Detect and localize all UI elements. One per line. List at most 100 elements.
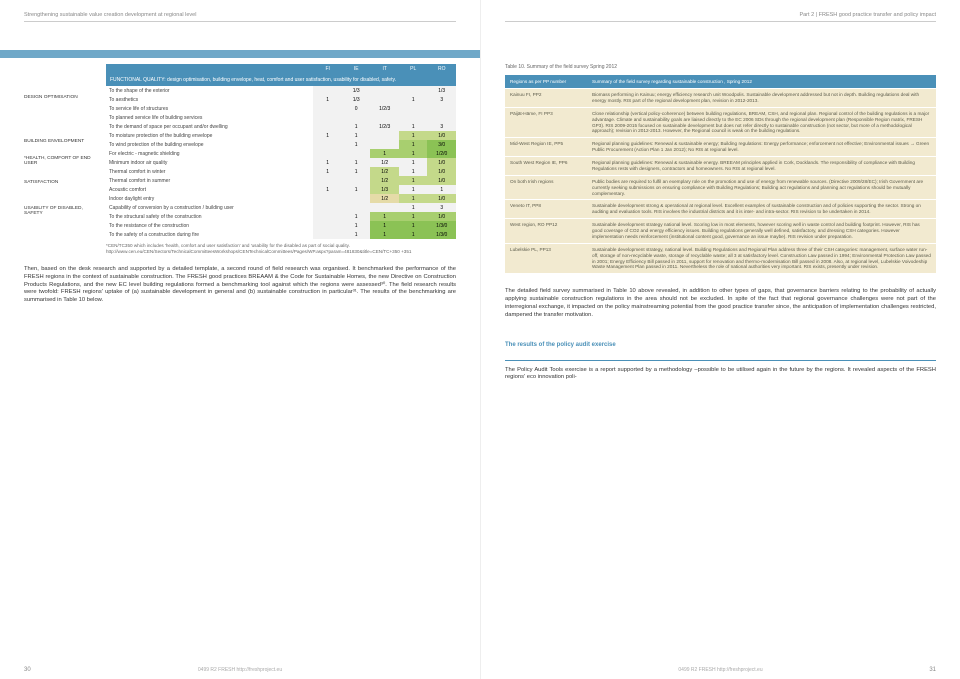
matrix-cell: 1 <box>399 194 428 203</box>
matrix-cell: 1 <box>342 221 371 230</box>
row-label: Thermal comfort in winter <box>106 167 313 176</box>
matrix-cell <box>342 194 371 203</box>
running-head-left: Strengthening sustainable value creation… <box>24 12 456 22</box>
matrix-row: To the shape of the exterior1/31/3 <box>106 86 456 95</box>
matrix-row: To the safety of a construction during f… <box>106 230 456 239</box>
matrix-cell: 1 <box>342 185 371 194</box>
row-label: Thermal comfort in summer <box>106 176 313 185</box>
matrix-cell: 3 <box>427 122 456 131</box>
t10-row: South West Region IE, PP6Regional planni… <box>505 157 936 175</box>
matrix-cell: 1/0 <box>427 212 456 221</box>
matrix-cell: 1 <box>342 158 371 167</box>
matrix-cell: 1/0 <box>427 158 456 167</box>
t10-summary: Close relationship (vertical policy-cohe… <box>587 108 936 138</box>
matrix-cell <box>313 194 342 203</box>
t10-row: On both Irish regionsPublic bodies are r… <box>505 176 936 200</box>
matrix-row: Minimum indoor air quality111/211/0 <box>106 158 456 167</box>
t10-summary: Sustainable development strong & operati… <box>587 200 936 218</box>
section-rule <box>505 360 936 361</box>
matrix-row: To the resistance of the construction111… <box>106 221 456 230</box>
matrix-cell <box>313 203 342 212</box>
row-label: To the demand of space per occupant and/… <box>106 122 313 131</box>
t10-h2: Summary of the field survey regarding su… <box>587 75 936 88</box>
matrix-cell: 1 <box>342 122 371 131</box>
matrix-row: Acoustic comfort111/311 <box>106 185 456 194</box>
t10-summary: Biomass performing in Kainuu; energy eff… <box>587 89 936 107</box>
row-label: Minimum indoor air quality <box>106 158 313 167</box>
footer-right: 0499 R2 FRESH http://freshproject.eu <box>481 667 960 673</box>
matrix-cell: 1/2 <box>370 167 399 176</box>
matrix-cell <box>313 140 342 149</box>
t10-summary: Regional planning guidelines: Renewal & … <box>587 138 936 156</box>
col-ie: IE <box>342 64 371 74</box>
matrix-cell <box>313 221 342 230</box>
matrix-cell <box>313 86 342 95</box>
t10-region: Kainuu FI, PP2 <box>505 89 587 107</box>
matrix-cell: 1 <box>342 212 371 221</box>
matrix-cell: 1 <box>370 212 399 221</box>
matrix-cell <box>313 122 342 131</box>
row-label: Capability of conversion by a constructi… <box>106 203 313 212</box>
running-right-text: Part 2 | FRESH good practice transfer an… <box>799 12 936 18</box>
col-fi: FI <box>313 64 342 74</box>
matrix-cell: 1/0 <box>427 167 456 176</box>
matrix-row: To service life of structures01/2/3 <box>106 104 456 113</box>
matrix-cell: 1 <box>370 221 399 230</box>
matrix-cell: 1 <box>399 221 428 230</box>
t10-row: Kainuu FI, PP2Biomass performing in Kain… <box>505 89 936 107</box>
matrix-cell <box>313 176 342 185</box>
row-label: To the safety of a construction during f… <box>106 230 313 239</box>
t10-summary: Public bodies are required to fulfil an … <box>587 176 936 200</box>
t10-region: Veneto IT, PP8 <box>505 200 587 218</box>
matrix-cell: 3 <box>427 95 456 104</box>
matrix-cell <box>313 113 342 122</box>
matrix-cell: 1/2/0 <box>427 149 456 158</box>
matrix-cell: 1 <box>399 203 428 212</box>
cat-usability: USABILITY OF DISABLED, SAFETY <box>24 203 94 227</box>
matrix-cell: 1 <box>370 149 399 158</box>
matrix-cell <box>313 149 342 158</box>
matrix-cell: 1 <box>399 158 428 167</box>
matrix-cell: 1 <box>370 230 399 239</box>
cat-satisfaction: SATISFACTION <box>24 177 94 203</box>
matrix-cell: 1/2 <box>370 194 399 203</box>
t10-row: Veneto IT, PP8Sustainable development st… <box>505 200 936 218</box>
matrix-cell: 1/3/0 <box>427 230 456 239</box>
matrix-cell <box>427 113 456 122</box>
t10-region: Lubelskie PL, PP13 <box>505 244 587 274</box>
matrix-cell: 1 <box>399 212 428 221</box>
matrix-row: To wind protection of the building envel… <box>106 140 456 149</box>
functional-quality-bar: FUNCTIONAL QUALITY: design optimisation,… <box>106 74 456 86</box>
matrix-cell: 1/3 <box>342 86 371 95</box>
matrix-cell <box>342 203 371 212</box>
matrix-cell <box>370 203 399 212</box>
row-label: To service life of structures <box>106 104 313 113</box>
t10-row: Lubelskie PL, PP13Sustainable developmen… <box>505 244 936 274</box>
matrix-cell <box>342 113 371 122</box>
matrix-cell <box>399 113 428 122</box>
matrix-cell: 1/0 <box>427 176 456 185</box>
blue-rule <box>0 50 480 58</box>
footer-left: 0499 R2 FRESH http://freshproject.eu <box>0 667 480 673</box>
matrix-cell <box>370 140 399 149</box>
row-label: To aesthetics <box>106 95 313 104</box>
running-left-text: Strengthening sustainable value creation… <box>24 12 196 18</box>
t10-row: Päijät-Häme, FI PP3Close relationship (v… <box>505 108 936 138</box>
t10-region: Päijät-Häme, FI PP3 <box>505 108 587 138</box>
matrix-table: FI IE IT PL RO FUNCTIONAL QUALITY: desig… <box>106 64 456 239</box>
matrix-cell: 3 <box>427 203 456 212</box>
matrix-cell: 1 <box>399 185 428 194</box>
matrix-row: Thermal comfort in winter111/211/0 <box>106 167 456 176</box>
matrix-cell <box>313 212 342 221</box>
matrix-cell: 1 <box>313 167 342 176</box>
running-head-right: Part 2 | FRESH good practice transfer an… <box>505 12 936 22</box>
t10-row: Mid-West Region IE, PP5Regional planning… <box>505 138 936 156</box>
matrix-cell: 1 <box>399 131 428 140</box>
matrix-cell <box>370 86 399 95</box>
matrix-cell: 1 <box>399 122 428 131</box>
matrix-cell: 1 <box>313 95 342 104</box>
row-label: To moisture protection of the building e… <box>106 131 313 140</box>
matrix-cell <box>399 86 428 95</box>
matrix-row: Indoor daylight entry1/211/0 <box>106 194 456 203</box>
matrix-cell: 1/0 <box>427 131 456 140</box>
